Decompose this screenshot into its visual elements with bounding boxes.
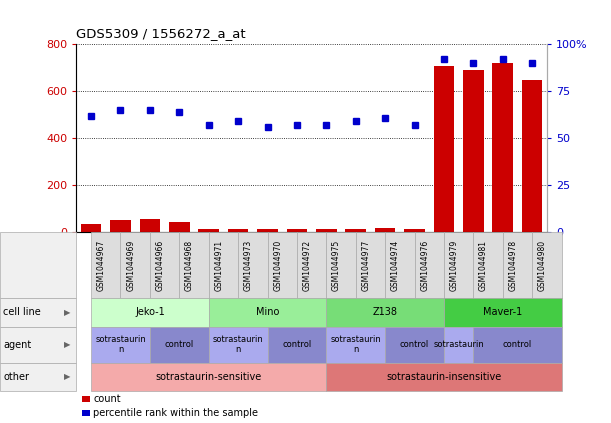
- Text: GSM1044977: GSM1044977: [362, 239, 370, 291]
- Text: control: control: [282, 340, 312, 349]
- Text: sotrastaurin: sotrastaurin: [433, 340, 484, 349]
- Text: GSM1044976: GSM1044976: [420, 239, 429, 291]
- Text: GSM1044966: GSM1044966: [156, 239, 164, 291]
- Text: GSM1044981: GSM1044981: [479, 239, 488, 291]
- Text: GSM1044975: GSM1044975: [332, 239, 341, 291]
- Text: ▶: ▶: [64, 372, 70, 382]
- Bar: [110, 220, 131, 232]
- Text: sotrastaurin-insensitive: sotrastaurin-insensitive: [386, 372, 502, 382]
- Bar: [139, 219, 160, 232]
- Text: cell line: cell line: [3, 307, 41, 317]
- Text: GSM1044970: GSM1044970: [273, 239, 282, 291]
- Text: Z138: Z138: [373, 307, 398, 317]
- Text: sotrastaurin-sensitive: sotrastaurin-sensitive: [156, 372, 262, 382]
- Text: GSM1044967: GSM1044967: [97, 239, 106, 291]
- Text: count: count: [93, 394, 121, 404]
- Text: agent: agent: [3, 340, 31, 349]
- Text: GSM1044969: GSM1044969: [126, 239, 135, 291]
- Bar: [228, 229, 249, 232]
- Text: GDS5309 / 1556272_a_at: GDS5309 / 1556272_a_at: [76, 27, 246, 40]
- Text: GSM1044968: GSM1044968: [185, 239, 194, 291]
- Text: Jeko-1: Jeko-1: [135, 307, 165, 317]
- Bar: [522, 80, 543, 232]
- Bar: [169, 222, 189, 232]
- Text: GSM1044972: GSM1044972: [302, 239, 312, 291]
- Text: Maver-1: Maver-1: [483, 307, 522, 317]
- Text: ▶: ▶: [64, 308, 70, 317]
- Text: control: control: [165, 340, 194, 349]
- Bar: [492, 63, 513, 232]
- Text: other: other: [3, 372, 29, 382]
- Text: GSM1044980: GSM1044980: [538, 239, 547, 291]
- Text: sotrastaurin
n: sotrastaurin n: [213, 335, 263, 354]
- Bar: [463, 70, 484, 232]
- Bar: [345, 229, 366, 232]
- Bar: [404, 229, 425, 232]
- Text: GSM1044971: GSM1044971: [214, 239, 224, 291]
- Text: GSM1044974: GSM1044974: [391, 239, 400, 291]
- Text: control: control: [503, 340, 532, 349]
- Text: GSM1044979: GSM1044979: [450, 239, 459, 291]
- Text: Mino: Mino: [256, 307, 279, 317]
- Text: GSM1044978: GSM1044978: [508, 239, 518, 291]
- Bar: [199, 229, 219, 232]
- Bar: [434, 66, 454, 232]
- Bar: [375, 228, 395, 232]
- Text: control: control: [400, 340, 429, 349]
- Bar: [81, 224, 101, 232]
- Text: sotrastaurin
n: sotrastaurin n: [331, 335, 381, 354]
- Text: sotrastaurin
n: sotrastaurin n: [95, 335, 146, 354]
- Bar: [287, 229, 307, 232]
- Bar: [257, 229, 278, 232]
- Text: GSM1044973: GSM1044973: [244, 239, 253, 291]
- Bar: [316, 229, 337, 232]
- Text: percentile rank within the sample: percentile rank within the sample: [93, 408, 258, 418]
- Text: ▶: ▶: [64, 340, 70, 349]
